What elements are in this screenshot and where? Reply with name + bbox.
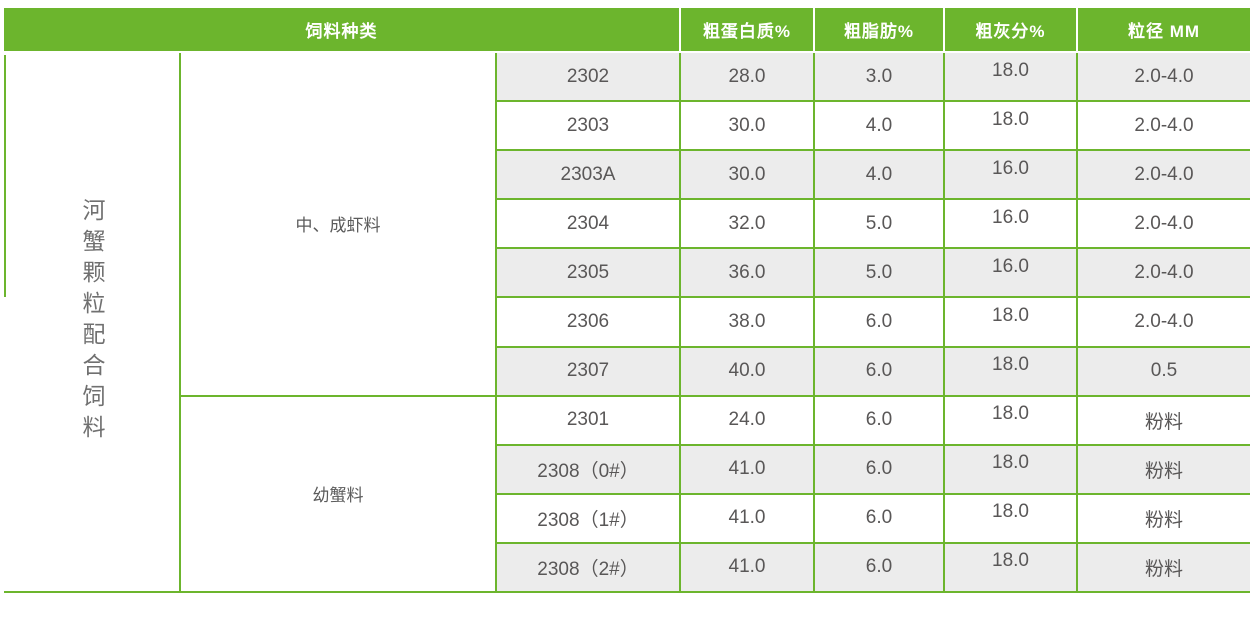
group-label-young-crab: 幼蟹料: [179, 396, 495, 593]
fat-cell: 4.0: [813, 151, 943, 201]
category-cell: 河蟹颗粒配合饲料: [4, 53, 179, 593]
ash-value: 18.0: [992, 59, 1029, 81]
fat-cell: 5.0: [813, 200, 943, 250]
ash-value: 18.0: [992, 550, 1029, 572]
ash-value: 16.0: [992, 255, 1029, 277]
size-cell: 粉料: [1076, 543, 1250, 593]
ash-value: 18.0: [992, 501, 1029, 523]
protein-cell: 24.0: [679, 396, 813, 446]
fat-cell: 6.0: [813, 494, 943, 544]
ash-value: 18.0: [992, 304, 1029, 326]
header-particle-size: 粒径 MM: [1076, 8, 1250, 53]
ash-cell: 18.0: [943, 494, 1076, 544]
code-cell: 2308（2#）: [495, 543, 679, 593]
ash-value: 18.0: [992, 452, 1029, 474]
protein-cell: 36.0: [679, 249, 813, 299]
code-cell: 2305: [495, 249, 679, 299]
ash-value: 16.0: [992, 157, 1029, 179]
protein-cell: 30.0: [679, 151, 813, 201]
protein-cell: 32.0: [679, 200, 813, 250]
size-cell: 2.0-4.0: [1076, 102, 1250, 152]
size-cell: 粉料: [1076, 494, 1250, 544]
partial-left-table-border: [4, 55, 6, 297]
ash-cell: 18.0: [943, 347, 1076, 397]
fat-cell: 4.0: [813, 102, 943, 152]
feed-spec-table: 饲料种类 粗蛋白质% 粗脂肪% 粗灰分% 粒径 MM 河蟹颗粒配合饲料 中、成虾…: [4, 8, 1250, 593]
size-cell: 2.0-4.0: [1076, 200, 1250, 250]
code-cell: 2308（0#）: [495, 445, 679, 495]
size-cell: 2.0-4.0: [1076, 298, 1250, 348]
protein-cell: 30.0: [679, 102, 813, 152]
fat-cell: 6.0: [813, 298, 943, 348]
header-crude-protein: 粗蛋白质%: [679, 8, 813, 53]
size-cell: 2.0-4.0: [1076, 249, 1250, 299]
code-cell: 2308（1#）: [495, 494, 679, 544]
code-cell: 2302: [495, 53, 679, 103]
ash-cell: 18.0: [943, 102, 1076, 152]
ash-cell: 18.0: [943, 445, 1076, 495]
protein-cell: 38.0: [679, 298, 813, 348]
code-cell: 2303A: [495, 151, 679, 201]
code-cell: 2301: [495, 396, 679, 446]
size-cell: 2.0-4.0: [1076, 151, 1250, 201]
ash-cell: 18.0: [943, 298, 1076, 348]
ash-cell: 16.0: [943, 151, 1076, 201]
fat-cell: 6.0: [813, 347, 943, 397]
ash-cell: 18.0: [943, 396, 1076, 446]
ash-cell: 18.0: [943, 543, 1076, 593]
size-cell: 0.5: [1076, 347, 1250, 397]
header-feed-type: 饲料种类: [4, 8, 679, 53]
header-crude-fat: 粗脂肪%: [813, 8, 943, 53]
fat-cell: 6.0: [813, 543, 943, 593]
code-cell: 2307: [495, 347, 679, 397]
protein-cell: 41.0: [679, 543, 813, 593]
ash-value: 18.0: [992, 354, 1029, 376]
ash-cell: 16.0: [943, 200, 1076, 250]
ash-cell: 18.0: [943, 53, 1076, 103]
group-label-mid-adult-shrimp: 中、成虾料: [179, 53, 495, 397]
header-crude-ash: 粗灰分%: [943, 8, 1076, 53]
ash-value: 18.0: [992, 108, 1029, 130]
size-cell: 2.0-4.0: [1076, 53, 1250, 103]
code-cell: 2303: [495, 102, 679, 152]
code-cell: 2306: [495, 298, 679, 348]
protein-cell: 41.0: [679, 494, 813, 544]
ash-value: 18.0: [992, 403, 1029, 425]
fat-cell: 6.0: [813, 445, 943, 495]
protein-cell: 41.0: [679, 445, 813, 495]
category-vertical-label: 河蟹颗粒配合饲料: [79, 197, 105, 446]
code-cell: 2304: [495, 200, 679, 250]
size-cell: 粉料: [1076, 445, 1250, 495]
size-cell: 粉料: [1076, 396, 1250, 446]
fat-cell: 5.0: [813, 249, 943, 299]
protein-cell: 28.0: [679, 53, 813, 103]
protein-cell: 40.0: [679, 347, 813, 397]
ash-cell: 16.0: [943, 249, 1076, 299]
fat-cell: 3.0: [813, 53, 943, 103]
fat-cell: 6.0: [813, 396, 943, 446]
ash-value: 16.0: [992, 206, 1029, 228]
